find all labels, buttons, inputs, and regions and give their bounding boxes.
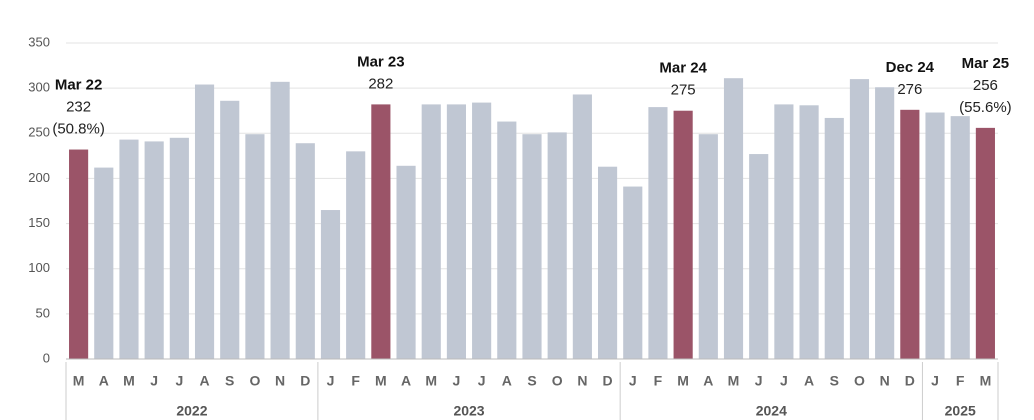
x-tick-label: D <box>603 373 613 389</box>
bar <box>799 105 819 359</box>
x-tick-label: S <box>225 373 234 389</box>
bar <box>169 137 189 359</box>
x-tick-label: N <box>275 373 285 389</box>
x-tick-label: J <box>931 373 939 389</box>
x-tick-label: J <box>755 373 763 389</box>
x-tick-label: J <box>327 373 335 389</box>
year-label: 2025 <box>945 403 976 419</box>
bar <box>597 166 618 359</box>
x-tick-label: A <box>804 373 814 389</box>
x-tick-label: O <box>552 373 563 389</box>
data-label: 276 <box>897 81 922 98</box>
year-label: 2023 <box>453 403 484 419</box>
bar <box>875 87 895 360</box>
y-tick-label: 300 <box>28 80 50 95</box>
year-label: 2022 <box>176 403 207 419</box>
x-tick-label: S <box>527 373 536 389</box>
bar <box>774 104 794 359</box>
x-tick-label: M <box>375 373 387 389</box>
bar <box>396 165 416 359</box>
bar <box>950 116 970 359</box>
x-tick-label: M <box>425 373 437 389</box>
data-label: 282 <box>368 75 393 92</box>
x-tick-label: O <box>249 373 260 389</box>
x-tick-label: M <box>73 373 85 389</box>
bar <box>648 107 668 359</box>
bar <box>69 149 89 359</box>
y-tick-label: 50 <box>36 305 50 320</box>
bar <box>849 79 870 359</box>
year-label: 2024 <box>756 403 787 419</box>
x-tick-label: A <box>199 373 209 389</box>
bar <box>623 186 643 359</box>
bar <box>900 109 920 359</box>
x-tick-label: A <box>99 373 109 389</box>
x-tick-label: F <box>956 373 965 389</box>
bar <box>572 94 592 359</box>
y-tick-label: 150 <box>28 215 50 230</box>
bar <box>698 134 718 359</box>
bar <box>270 81 290 359</box>
bar <box>371 104 391 359</box>
bar <box>119 139 139 359</box>
x-tick-label: S <box>830 373 839 389</box>
bar <box>144 141 164 359</box>
y-tick-label: 250 <box>28 125 50 140</box>
x-tick-label: D <box>905 373 915 389</box>
data-label: 256 <box>973 77 998 94</box>
bar <box>522 134 542 359</box>
annotation-title: Mar 23 <box>357 53 405 70</box>
x-tick-label: J <box>175 373 183 389</box>
annotation-note: (50.8%) <box>52 121 105 138</box>
x-tick-label: M <box>677 373 689 389</box>
bar <box>446 104 467 359</box>
x-tick-label: J <box>478 373 486 389</box>
bar <box>472 102 492 360</box>
bar <box>421 104 441 359</box>
bar <box>94 167 114 359</box>
x-tick-label: M <box>728 373 740 389</box>
bar <box>749 154 769 359</box>
x-tick-label: M <box>980 373 992 389</box>
bar <box>220 100 240 359</box>
annotation-title: Dec 24 <box>886 59 935 76</box>
annotation-title: Mar 22 <box>55 77 103 94</box>
annotation-note: (55.6%) <box>959 99 1012 116</box>
bar <box>194 84 215 359</box>
x-tick-label: A <box>703 373 713 389</box>
x-tick-label: M <box>123 373 135 389</box>
y-tick-label: 100 <box>28 260 50 275</box>
x-tick-label: N <box>577 373 587 389</box>
y-tick-label: 0 <box>43 350 50 365</box>
x-tick-label: O <box>854 373 865 389</box>
x-tick-label: N <box>880 373 890 389</box>
x-tick-label: J <box>453 373 461 389</box>
bar <box>497 121 517 359</box>
bar <box>245 134 265 359</box>
x-tick-label: A <box>401 373 411 389</box>
data-label: 275 <box>671 82 696 99</box>
bar <box>723 78 744 359</box>
x-tick-label: J <box>150 373 158 389</box>
bar <box>346 151 366 359</box>
y-tick-label: 200 <box>28 170 50 185</box>
bar <box>925 112 945 360</box>
x-tick-label: F <box>351 373 360 389</box>
annotation-title: Mar 24 <box>659 60 707 77</box>
x-tick-label: J <box>629 373 637 389</box>
bar <box>320 210 341 359</box>
bar <box>547 132 567 359</box>
x-tick-label: D <box>300 373 310 389</box>
y-tick-label: 350 <box>28 34 50 49</box>
x-tick-label: A <box>502 373 512 389</box>
annotation-title: Mar 25 <box>962 55 1010 72</box>
x-tick-label: J <box>780 373 788 389</box>
bar <box>824 117 844 360</box>
x-tick-label: F <box>654 373 663 389</box>
bar <box>975 127 995 360</box>
bar <box>295 143 315 359</box>
data-label: 232 <box>66 99 91 116</box>
bar <box>673 110 693 359</box>
